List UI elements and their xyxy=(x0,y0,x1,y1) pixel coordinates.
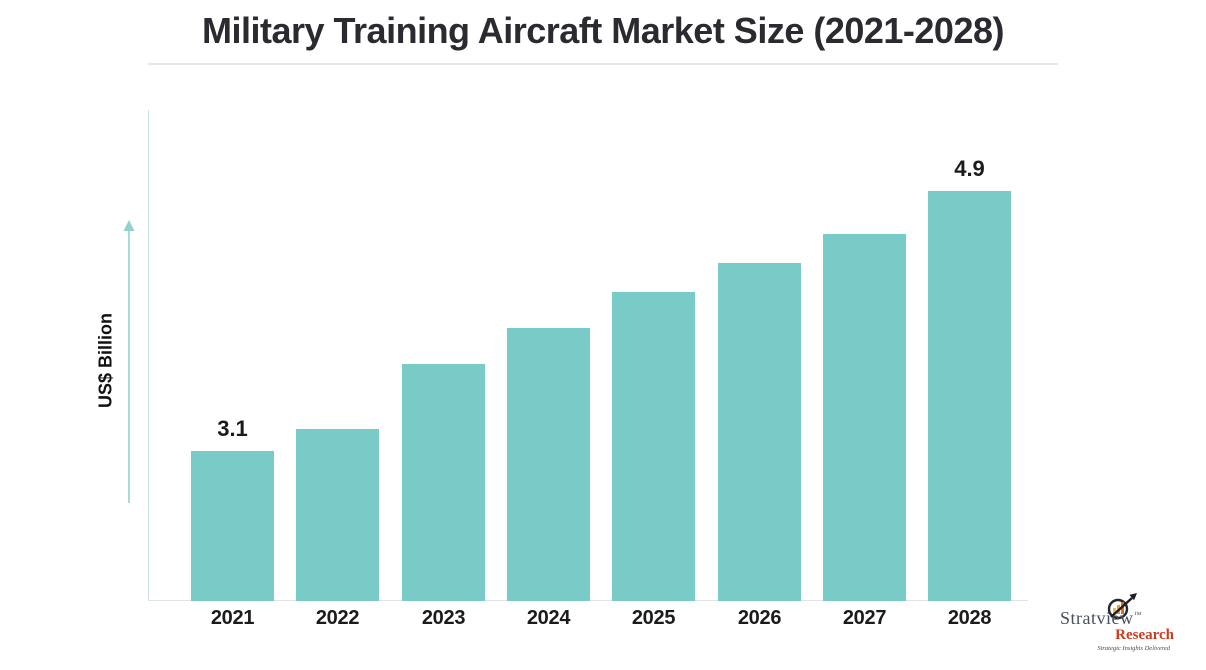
title-divider xyxy=(148,63,1058,65)
arrow-head xyxy=(123,220,135,231)
x-tick-label-2023: 2023 xyxy=(421,607,466,629)
logo-arrow-head xyxy=(1129,593,1137,601)
bar-value-label-2028: 4.9 xyxy=(954,156,985,181)
x-tick-label-2028: 2028 xyxy=(947,607,992,629)
bar-value-label-2021: 3.1 xyxy=(217,416,248,441)
x-tick-label-2027: 2027 xyxy=(842,607,887,629)
bar-2021 xyxy=(191,451,274,601)
bar-2024 xyxy=(507,328,590,601)
bars-container: 3.1 4.9 xyxy=(191,156,1031,601)
brand-name-text: Stratview xyxy=(1060,608,1134,628)
y-axis-arrow-icon xyxy=(123,220,135,503)
chart-title: Military Training Aircraft Market Size (… xyxy=(202,10,1004,51)
brand-tagline: Strategic Insights Delivered xyxy=(1097,645,1170,652)
logo-arrow-shaft xyxy=(1110,597,1133,618)
brand-logo: Stratview™ Research Strategic Insights D… xyxy=(1058,592,1184,664)
bar-2022 xyxy=(296,429,379,601)
x-tick-label-2024: 2024 xyxy=(526,607,571,629)
trademark-symbol: ™ xyxy=(1133,610,1142,619)
mini-bar-1 xyxy=(1113,608,1116,614)
x-tick-label-2022: 2022 xyxy=(315,607,360,629)
brand-name: Stratview™ xyxy=(1060,608,1186,629)
bar-2023 xyxy=(402,364,485,601)
y-axis-label: US$ Billion xyxy=(95,313,116,409)
bar-2027 xyxy=(823,234,906,601)
x-axis-labels: 2021 2022 2023 2024 2025 2026 2027 2028 xyxy=(191,607,1031,631)
bar-2028 xyxy=(928,191,1011,601)
x-tick-label-2026: 2026 xyxy=(737,607,782,629)
magnifier-bar-chart-arrow-icon xyxy=(1107,593,1137,620)
bar-2025 xyxy=(612,292,695,601)
x-tick-label-2025: 2025 xyxy=(631,607,676,629)
y-axis-line xyxy=(148,110,149,601)
x-tick-label-2021: 2021 xyxy=(210,607,255,629)
bar-2026 xyxy=(718,263,801,601)
brand-subname: Research xyxy=(1115,627,1174,643)
